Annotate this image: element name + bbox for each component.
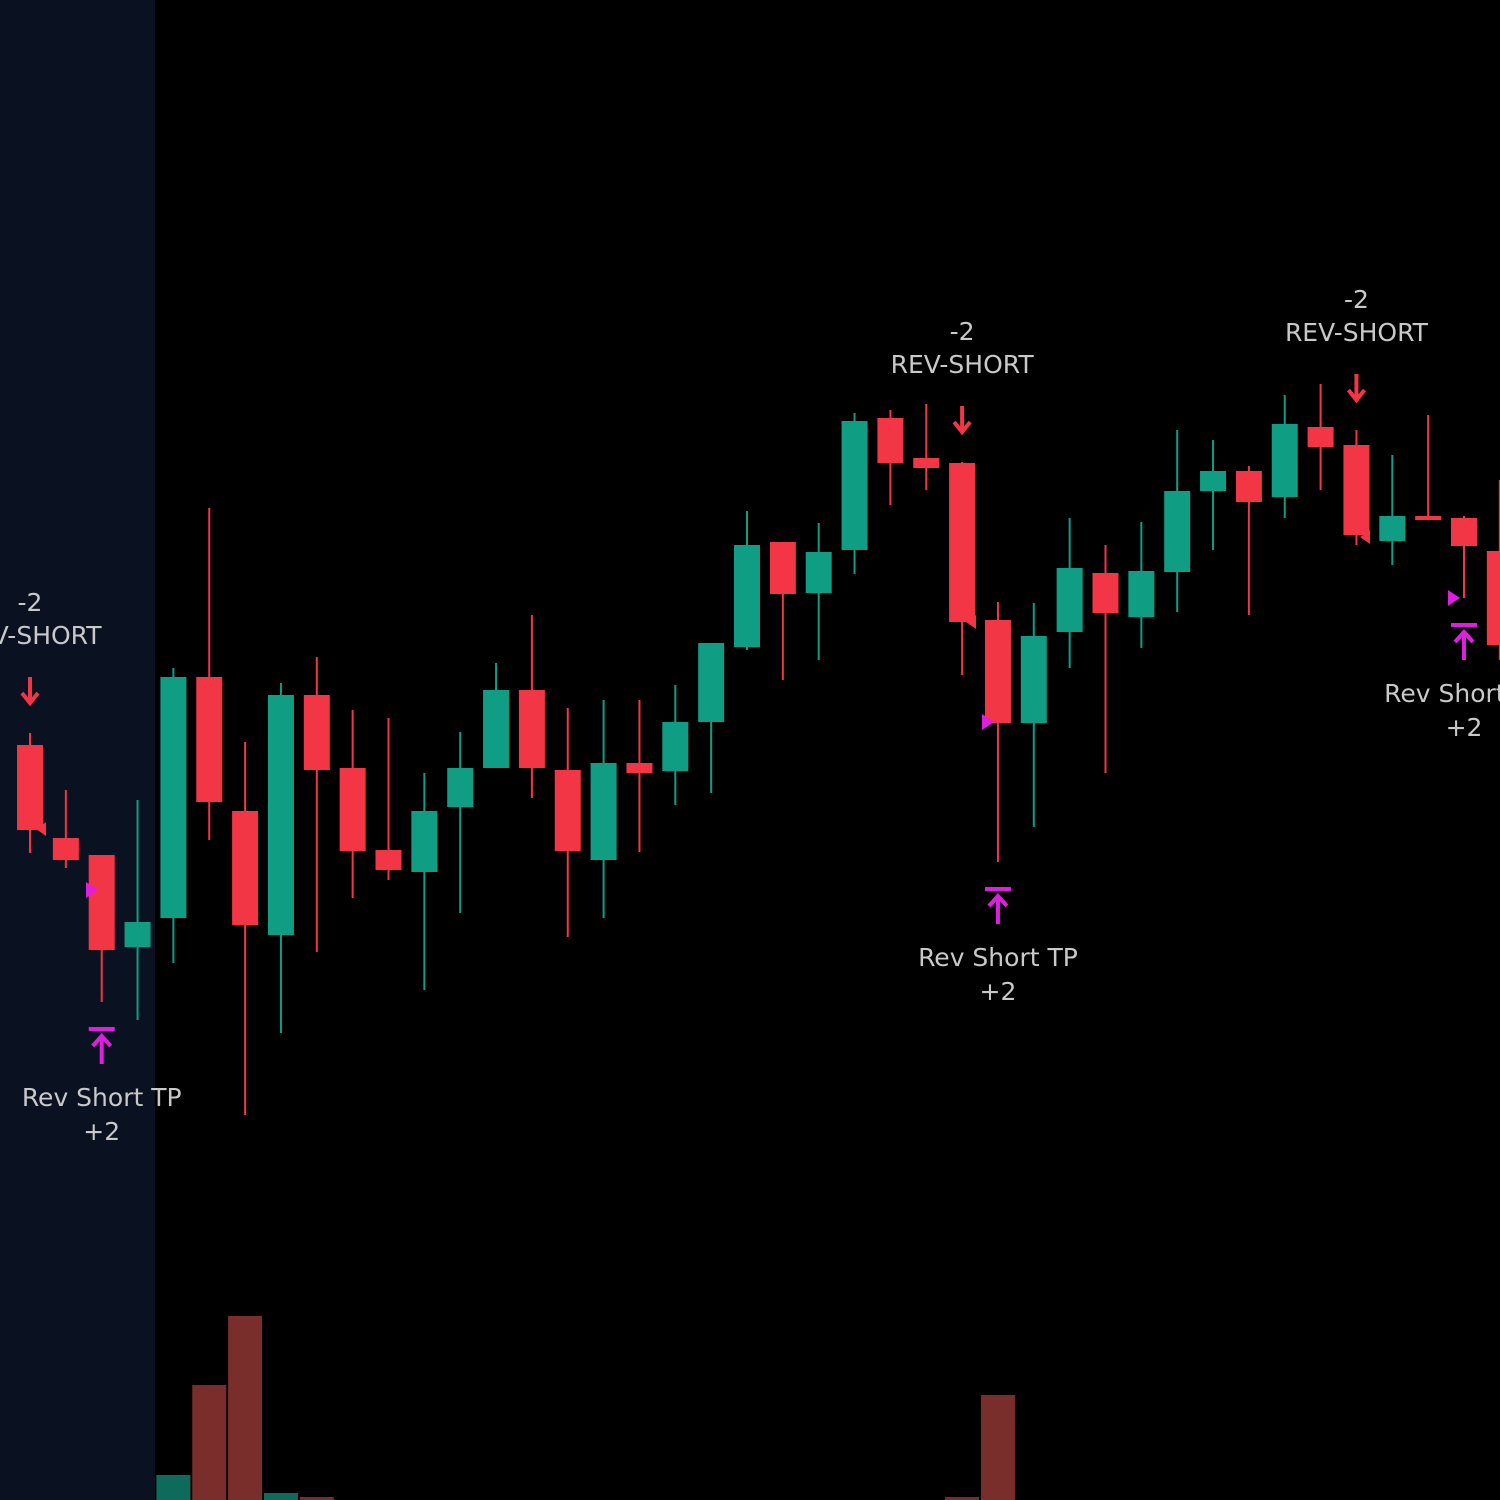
candle-body [1056, 568, 1083, 632]
down-arrow [20, 677, 40, 707]
candle-body [734, 545, 760, 647]
signal-label: REV-SHORT [0, 621, 102, 650]
signal-label: REV-SHORT [891, 350, 1035, 379]
exit-triangle [966, 615, 976, 629]
candle-body [949, 463, 976, 622]
candle-body [984, 620, 1011, 723]
candle-body [1271, 424, 1298, 497]
signal-value: -2 [950, 317, 975, 346]
candle-body [1200, 471, 1227, 491]
candle-body [88, 855, 115, 950]
signal-value: -2 [1344, 285, 1369, 314]
candle-body [1092, 573, 1119, 613]
down-arrow [952, 406, 972, 436]
candle-body [124, 922, 151, 947]
candle-body [447, 768, 474, 807]
candle-body [52, 838, 79, 860]
candle-body [1307, 427, 1334, 447]
candle-body [1128, 571, 1155, 617]
tp-label: Rev Short TP [22, 1083, 182, 1112]
candle-body [483, 690, 510, 768]
tp-value: +2 [980, 977, 1017, 1006]
candles [17, 384, 1500, 1500]
entry-triangle [1448, 590, 1460, 606]
candle-body [590, 763, 617, 860]
candle-body [339, 768, 366, 851]
exit-triangle [36, 822, 46, 836]
candle-body [626, 763, 653, 773]
candle-body [1235, 471, 1262, 502]
signal-label: REV-SHORT [1285, 318, 1429, 347]
candle-body [841, 421, 868, 550]
candle-body [518, 690, 545, 768]
volume-bar [192, 1385, 227, 1500]
candle-body [1415, 516, 1442, 520]
volume-bar [945, 1497, 980, 1500]
candle-body [662, 722, 689, 771]
up-arrow [1451, 623, 1477, 660]
tp-value: +2 [83, 1117, 120, 1146]
candle-body [1343, 445, 1370, 535]
signal-markers [36, 530, 1460, 898]
exit-triangle [1360, 530, 1370, 544]
tp-label: Rev Short TP [918, 943, 1078, 972]
candle-body [411, 811, 438, 872]
candle-body [769, 542, 796, 594]
candle-body [17, 745, 43, 830]
tp-value: +2 [1446, 713, 1483, 742]
candle-body [913, 458, 940, 468]
entry-triangle [86, 882, 98, 898]
candle-body [877, 418, 904, 463]
signal-value: -2 [18, 588, 43, 617]
candle-body [698, 643, 725, 722]
down-arrow [1346, 374, 1367, 404]
candle-body [1164, 491, 1191, 572]
tp-label: Rev Short TP [1384, 679, 1500, 708]
volume-bar [263, 1493, 298, 1500]
volume-bar [980, 1395, 1015, 1500]
entry-triangle [982, 714, 994, 730]
candle-body [160, 677, 187, 918]
up-arrow [88, 1027, 115, 1064]
volume-bar [299, 1497, 334, 1500]
candle-body [554, 770, 581, 851]
volume-bar [156, 1475, 191, 1500]
candle-body [375, 850, 402, 870]
candle-body [232, 811, 259, 925]
candle-body [196, 677, 223, 802]
up-arrow [984, 887, 1011, 924]
volume-bar [228, 1316, 263, 1500]
candle-body [1486, 551, 1500, 645]
candle-body [805, 552, 832, 593]
candle-body [1379, 516, 1406, 541]
candle-body [303, 695, 330, 770]
candle-body [1020, 636, 1047, 723]
candle-body [1451, 518, 1477, 546]
candle-body [267, 695, 294, 935]
